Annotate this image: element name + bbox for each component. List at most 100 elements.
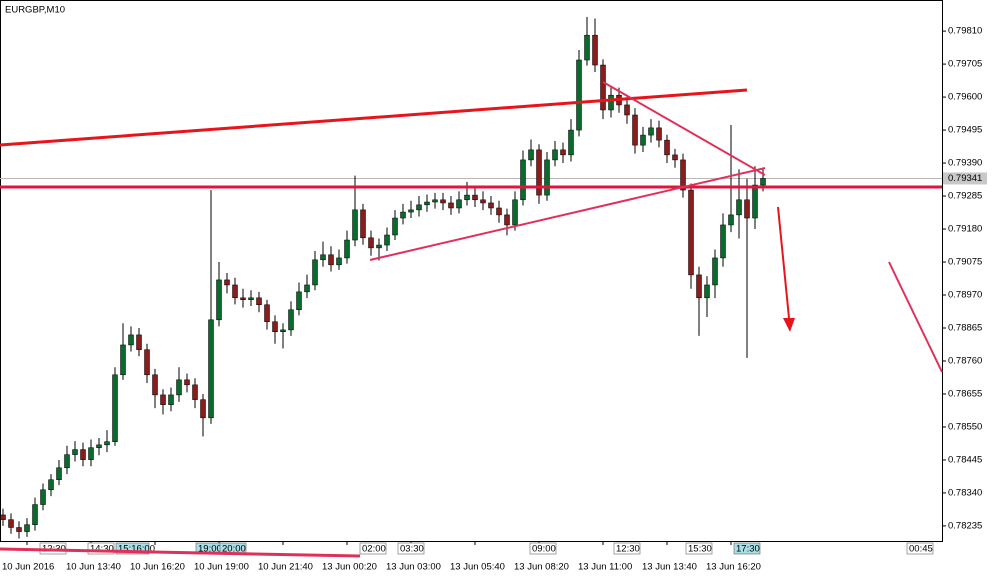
candle-body bbox=[496, 207, 502, 216]
candle-body bbox=[376, 244, 382, 249]
candle-body bbox=[440, 199, 446, 204]
time-marker-label: 19:00 bbox=[198, 544, 222, 555]
last-price-box bbox=[943, 172, 987, 185]
candle-body bbox=[32, 504, 38, 525]
candle-body bbox=[24, 524, 30, 532]
time-marker bbox=[115, 542, 150, 555]
candle-body bbox=[536, 149, 542, 196]
candle-body bbox=[0, 514, 6, 520]
x-tick-label: 10 Jun 16:20 bbox=[130, 562, 185, 573]
candle-body bbox=[296, 291, 302, 311]
time-marker-label: 12:30 bbox=[616, 544, 640, 555]
y-tick-label: 0.79390 bbox=[948, 158, 982, 169]
time-marker-label: 15:30 bbox=[688, 544, 712, 555]
candle-body bbox=[552, 149, 558, 161]
x-tick-label: 10 Jun 21:40 bbox=[258, 562, 313, 573]
trend-line bbox=[602, 81, 766, 176]
y-tick-label: 0.79705 bbox=[948, 59, 982, 70]
candle-body bbox=[568, 129, 574, 156]
trend-line bbox=[369, 167, 766, 261]
candle-body bbox=[456, 199, 462, 209]
candle-body bbox=[528, 149, 534, 161]
candle-body bbox=[744, 199, 750, 219]
plot-frame bbox=[0, 0, 943, 542]
candle-body bbox=[48, 479, 54, 491]
candle-body bbox=[192, 384, 198, 400]
candle-body bbox=[128, 334, 134, 346]
candle-body bbox=[632, 114, 638, 146]
x-tick-label: 10 Jun 19:00 bbox=[194, 562, 249, 573]
time-marker bbox=[87, 542, 115, 555]
candle-body bbox=[272, 321, 278, 333]
candle-body bbox=[312, 259, 318, 286]
candle-body bbox=[224, 279, 230, 286]
chart-title: EURGBP,M10 bbox=[5, 5, 65, 16]
arrow bbox=[777, 206, 790, 319]
candle-body bbox=[8, 519, 14, 528]
candle-body bbox=[144, 349, 150, 376]
candle-body bbox=[680, 159, 686, 191]
candle-body bbox=[704, 284, 710, 299]
time-marker-label: 00:45 bbox=[909, 544, 933, 555]
candle-body bbox=[104, 441, 110, 446]
x-tick-label: 13 Jun 13:40 bbox=[642, 562, 697, 573]
candle-body bbox=[520, 159, 526, 201]
y-tick-label: 0.78550 bbox=[948, 421, 982, 432]
candle-body bbox=[728, 214, 734, 226]
candle-body bbox=[216, 279, 222, 321]
candle-body bbox=[608, 94, 614, 111]
y-tick-label: 0.78655 bbox=[948, 388, 982, 399]
candle-body bbox=[472, 194, 478, 201]
candle-body bbox=[176, 379, 182, 396]
candle-body bbox=[56, 467, 62, 480]
candle-body bbox=[648, 127, 654, 136]
y-tick-label: 0.78235 bbox=[948, 520, 982, 531]
candle-body bbox=[232, 284, 238, 299]
x-tick-label: 13 Jun 03:00 bbox=[386, 562, 441, 573]
time-marker-label: 15:16:00 bbox=[118, 544, 155, 555]
x-tick-label: 13 Jun 08:20 bbox=[514, 562, 569, 573]
candle-body bbox=[160, 394, 166, 405]
candle-body bbox=[712, 257, 718, 286]
candle-body bbox=[544, 159, 550, 196]
candle-body bbox=[336, 257, 342, 266]
y-tick-label: 0.79810 bbox=[948, 26, 982, 37]
candle-body bbox=[760, 178, 766, 186]
time-marker bbox=[359, 542, 387, 555]
x-tick-label: 10 Jun 2016 bbox=[2, 562, 54, 573]
candle-body bbox=[432, 199, 438, 203]
time-marker bbox=[733, 542, 761, 555]
candle-body bbox=[624, 104, 630, 116]
x-tick-label: 13 Jun 05:40 bbox=[450, 562, 505, 573]
x-tick-label: 13 Jun 16:20 bbox=[706, 562, 761, 573]
y-tick-label: 0.78865 bbox=[948, 323, 982, 334]
candle-body bbox=[80, 449, 86, 460]
candle-body bbox=[664, 139, 670, 156]
candle-body bbox=[448, 202, 454, 209]
candle-body bbox=[576, 59, 582, 131]
time-marker-label: 03:30 bbox=[400, 544, 424, 555]
candle-body bbox=[208, 319, 214, 419]
candle-body bbox=[288, 309, 294, 331]
candle-body bbox=[240, 297, 246, 300]
candle-body bbox=[72, 449, 78, 455]
candle-body bbox=[304, 284, 310, 293]
arrow-head bbox=[783, 318, 795, 332]
candle-body bbox=[40, 489, 46, 505]
candle-body bbox=[720, 224, 726, 259]
candle-body bbox=[512, 199, 518, 226]
y-tick-label: 0.78760 bbox=[948, 355, 982, 366]
time-marker bbox=[685, 542, 713, 555]
last-price-label: 0.79341 bbox=[948, 173, 982, 184]
trend-line bbox=[888, 261, 943, 373]
time-marker bbox=[397, 542, 425, 555]
candle-body bbox=[200, 399, 206, 419]
x-tick-label: 13 Jun 00:20 bbox=[322, 562, 377, 573]
time-marker bbox=[906, 542, 934, 555]
candle-body bbox=[360, 209, 366, 239]
x-tick-label: 10 Jun 13:40 bbox=[66, 562, 121, 573]
candle-body bbox=[560, 149, 566, 156]
time-marker-label: 02:00 bbox=[362, 544, 386, 555]
candle-body bbox=[152, 374, 158, 396]
candle-body bbox=[344, 239, 350, 259]
